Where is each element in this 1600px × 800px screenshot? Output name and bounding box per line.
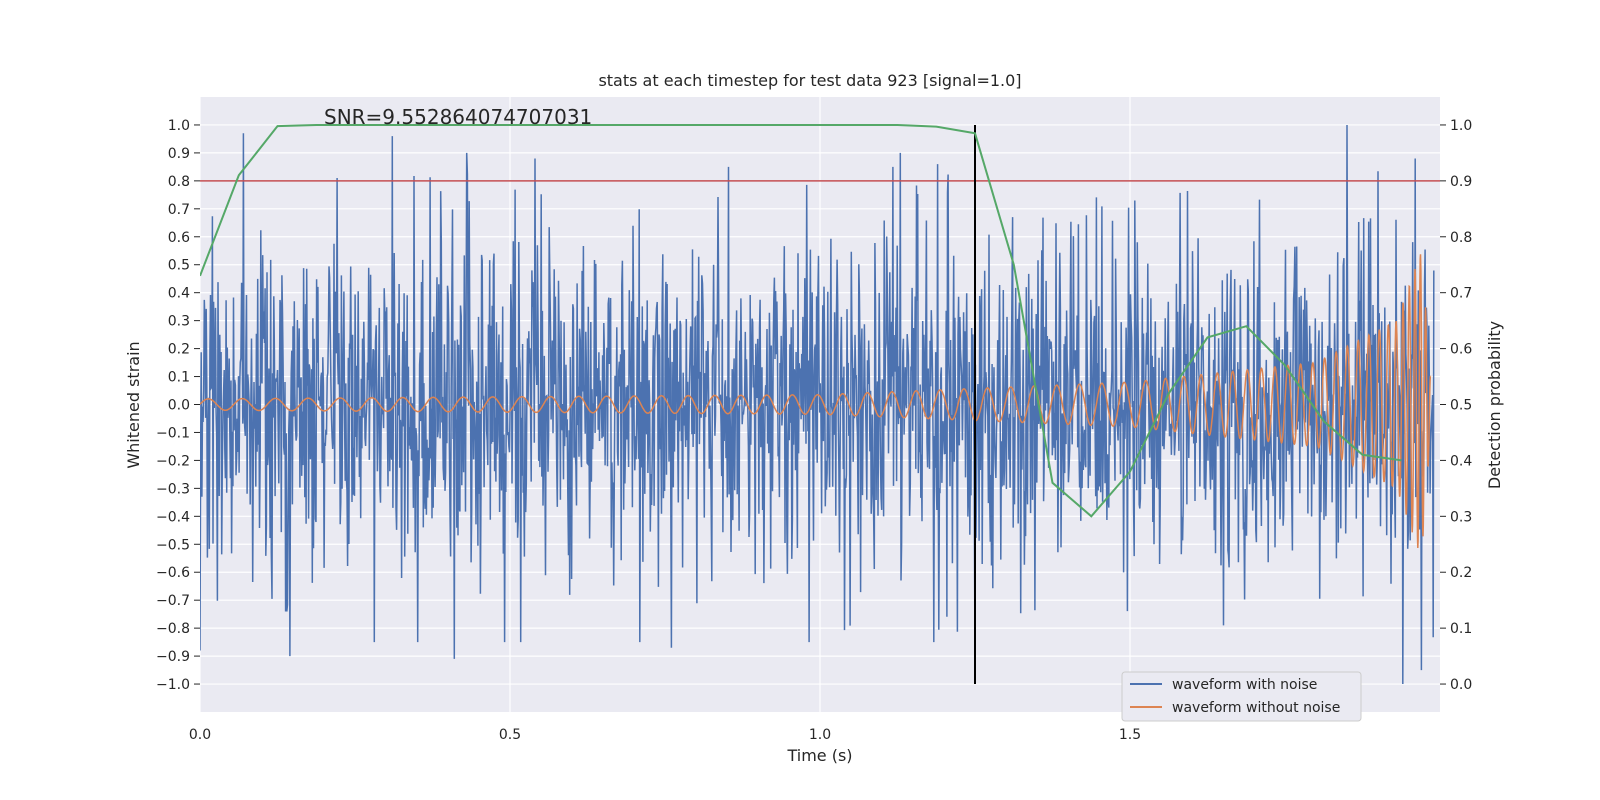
legend-box: [1121, 671, 1362, 722]
y2-tick-label: 0.7: [1450, 286, 1472, 302]
y2-tick-label: 0.4: [1450, 453, 1472, 469]
y2-tick-label: 0.9: [1450, 174, 1472, 190]
x-tick-label: 0.0: [189, 727, 211, 743]
y-tick-label: −0.3: [156, 481, 190, 497]
y-tick-label: 0.1: [168, 370, 190, 386]
y-tick-label: −0.5: [156, 537, 190, 553]
series-waveform-with-noise: [200, 124, 1435, 685]
x-tick-label: 1.5: [1119, 727, 1141, 743]
y-axis-ticks: −1.0 −0.9 −0.8 −0.7 −0.6 −0.5 −0.4 −0.3 −0.2 −0.1…: [156, 118, 200, 693]
y-tick-label: −0.4: [156, 509, 190, 525]
plot-lines: [200, 124, 1440, 685]
plot-area: [200, 124, 1440, 685]
y2-tick-label: 1.0: [1450, 118, 1472, 134]
y2-axis-ticks: 0.0 0.1 0.2 0.3 0.4 0.5 0.6 0.7 0.8 0.9 1.0: [1440, 118, 1472, 693]
y-tick-label: −1.0: [156, 677, 190, 693]
y2-tick-label: 0.3: [1450, 509, 1472, 525]
y2-tick-label: 0.8: [1450, 230, 1472, 246]
y-tick-label: 0.3: [168, 314, 190, 330]
y-tick-label: 0.4: [168, 286, 190, 302]
y-tick-label: −0.6: [156, 565, 190, 581]
y-tick-label: 0.5: [168, 258, 190, 274]
y-tick-label: 0.6: [168, 230, 190, 246]
series-detection-probability: [200, 124, 1402, 518]
y2-tick-label: 0.0: [1450, 677, 1472, 693]
y-tick-label: −0.9: [156, 649, 190, 665]
y-tick-label: 0.2: [168, 342, 190, 358]
y-tick-label: −0.8: [156, 621, 190, 637]
x-axis-ticks: 0.0 0.5 1.0 1.5: [189, 727, 1141, 743]
y2-axis-label: Detection probability: [1485, 321, 1504, 489]
x-axis-label: Time (s): [786, 746, 852, 765]
legend-label-waveform-without-noise: waveform without noise: [1172, 700, 1340, 716]
y2-tick-label: 0.6: [1450, 342, 1472, 358]
legend: waveform with noise waveform without noi…: [1121, 671, 1362, 722]
legend-label-waveform-with-noise: waveform with noise: [1172, 677, 1317, 693]
y-tick-label: 0.0: [168, 398, 190, 414]
y-axis-label: Whitened strain: [124, 341, 143, 468]
y-tick-label: −0.2: [156, 453, 190, 469]
y2-tick-label: 0.5: [1450, 398, 1472, 414]
y-tick-label: 0.9: [168, 146, 190, 162]
y2-tick-label: 0.2: [1450, 565, 1472, 581]
snr-annotation: SNR=9.552864074707031: [324, 105, 592, 129]
y-tick-label: −0.1: [156, 425, 190, 441]
series-waveform-without-noise: [200, 254, 1432, 549]
y-tick-label: 0.7: [168, 202, 190, 218]
y-tick-label: 0.8: [168, 174, 190, 190]
y-tick-label: 1.0: [168, 118, 190, 134]
x-tick-label: 0.5: [499, 727, 521, 743]
x-tick-label: 1.0: [809, 727, 831, 743]
chart-title: stats at each timestep for test data 923…: [598, 71, 1021, 90]
y-tick-label: −0.7: [156, 593, 190, 609]
y2-tick-label: 0.1: [1450, 621, 1472, 637]
